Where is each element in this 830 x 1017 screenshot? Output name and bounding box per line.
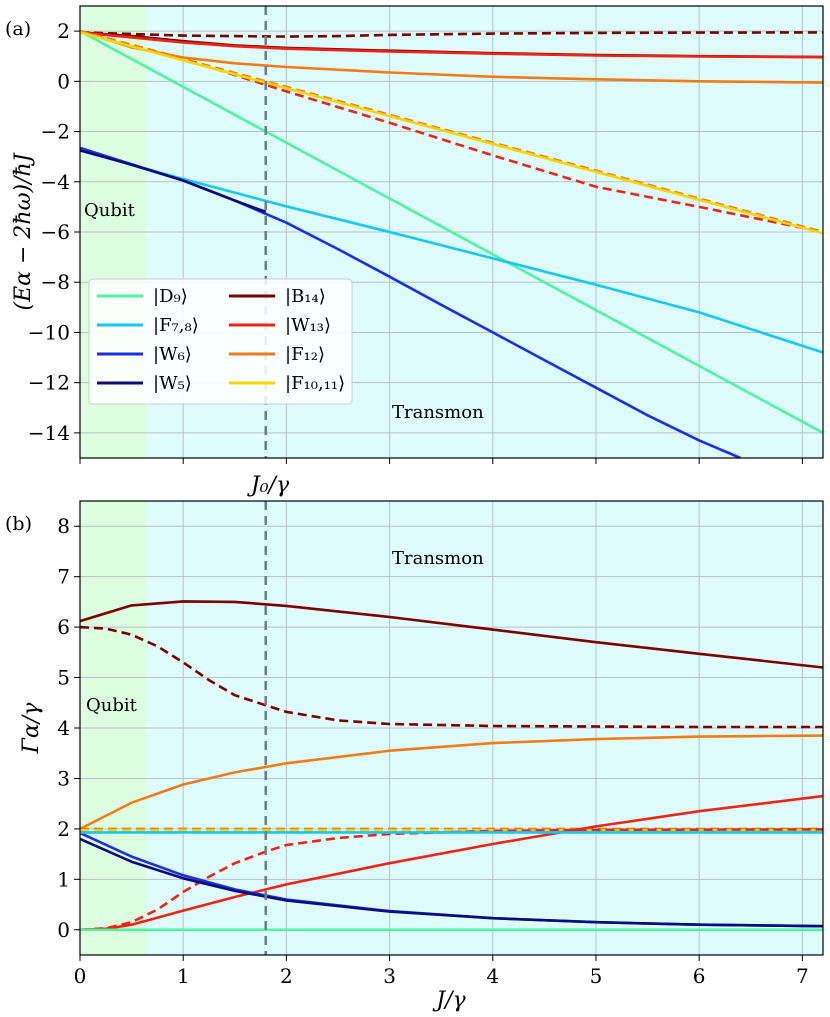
qubit-label-a: Qubit: [84, 200, 136, 221]
x-tick-label-b: 7: [796, 964, 809, 988]
y-tick-label-b: 4: [57, 716, 70, 740]
y-tick-label-b: 5: [57, 666, 70, 690]
panel-b-label: (b): [5, 513, 32, 535]
y-axis-label-b: Γα/γ: [19, 702, 44, 755]
legend-label: |B₁₄⟩: [285, 286, 326, 307]
legend-label: |F₇,₈⟩: [153, 315, 199, 336]
series-b-f12: [80, 734, 823, 831]
y-tick-label-a: −12: [28, 371, 70, 395]
y-tick-label-a: −10: [28, 320, 70, 344]
series-a-f10-11: [80, 31, 823, 235]
series-a-w5: [80, 149, 267, 214]
j0-label: J₀/γ: [247, 473, 290, 498]
x-tick-label-b: 6: [693, 964, 706, 988]
y-tick-label-a: −4: [41, 170, 70, 194]
qubit-label-b: Qubit: [86, 695, 138, 716]
series-b-b14-dashed-: [80, 625, 823, 729]
panel-a-frame: [79, 5, 824, 459]
legend-box: [88, 278, 353, 405]
y-tick-label-b: 2: [57, 817, 70, 841]
y-tick-label-b: 8: [57, 514, 70, 538]
x-tick-label-b: 0: [74, 964, 87, 988]
y-tick-label-a: −6: [41, 220, 70, 244]
y-tick-label-b: 0: [57, 918, 70, 942]
series-b-w13-dashed-: [80, 828, 823, 932]
series-a-w13: [80, 31, 823, 59]
x-tick-label-b: 4: [486, 964, 499, 988]
y-tick-label-b: 1: [57, 867, 70, 891]
legend-label: |W₆⟩: [153, 344, 192, 365]
legend-label: |W₅⟩: [153, 373, 192, 394]
y-tick-label-b: 3: [57, 766, 70, 790]
y-tick-label-b: 7: [57, 565, 70, 589]
x-tick-label-b: 2: [280, 964, 293, 988]
y-tick-label-a: 2: [57, 19, 70, 43]
series-b-w5: [80, 837, 823, 928]
legend: |D₉⟩ |B₁₄⟩ |F₇,₈⟩ |W₁₃⟩ |W₆⟩ |F₁₂⟩ |W₅⟩ |F₁₀,₁₁…: [88, 278, 353, 405]
series-a-d9: [80, 29, 823, 435]
legend-label: |D₉⟩: [153, 286, 188, 307]
y-tick-label-a: −8: [41, 270, 70, 294]
panel-b: 0 1 2 3 4 5 6 7 0 1 2 3 4 5 6 7 8 (b) Qubit Transmon Γα/…: [5, 500, 824, 1013]
y-tick-label-a: −2: [41, 120, 70, 144]
panel-b-frame: [79, 500, 824, 956]
series-a-b14: [80, 31, 823, 38]
legend-label: |F₁₂⟩: [285, 344, 325, 365]
legend-label: |W₁₃⟩: [285, 315, 331, 336]
y-tick-label-b: 6: [57, 615, 70, 639]
x-tick-label-b: 1: [177, 964, 190, 988]
transmon-label-b: Transmon: [392, 548, 484, 569]
x-tick-label-b: 5: [590, 964, 603, 988]
x-axis-label-b: J/γ: [432, 988, 466, 1013]
y-tick-label-a: −14: [28, 421, 70, 445]
series-b-w13: [80, 794, 823, 932]
transmon-label-a: Transmon: [392, 402, 484, 423]
x-tick-label-b: 3: [383, 964, 396, 988]
panel-a: 2 0 −2 −4 −6 −8 −10 −12 −14 (a) Qubit Transmon (…: [5, 5, 824, 464]
y-tick-label-a: 0: [57, 69, 70, 93]
legend-label: |F₁₀,₁₁⟩: [285, 373, 345, 394]
y-axis-label-a: (Eα − 2ħω)/ħJ: [11, 152, 36, 310]
panel-a-label: (a): [5, 18, 31, 40]
series-b-b14: [80, 600, 823, 669]
